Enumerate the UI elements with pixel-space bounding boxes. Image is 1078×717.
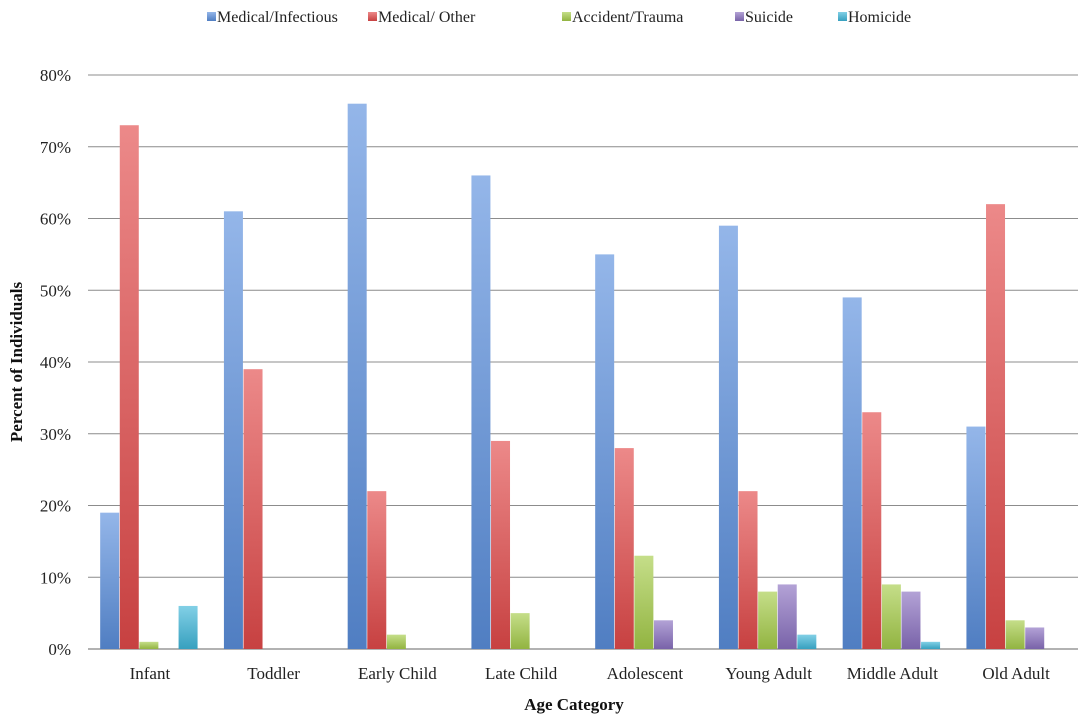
y-tick-label: 70% <box>40 138 71 157</box>
bar <box>223 211 243 649</box>
bar <box>178 605 198 649</box>
x-tick-label: Toddler <box>247 664 300 683</box>
bar <box>758 591 778 649</box>
y-tick-label: 20% <box>40 497 71 516</box>
bar <box>881 584 901 649</box>
bar <box>718 225 738 650</box>
x-tick-label: Early Child <box>358 664 437 683</box>
legend-label: Suicide <box>745 9 793 26</box>
y-tick-label: 60% <box>40 210 71 229</box>
bar <box>1025 627 1045 649</box>
legend-item: Medical/ Other <box>368 9 476 26</box>
y-tick-label: 30% <box>40 425 71 444</box>
x-tick-label: Old Adult <box>982 664 1050 683</box>
bar <box>595 254 615 649</box>
legend-label: Homicide <box>848 9 911 26</box>
y-axis-title: Percent of Individuals <box>7 281 26 442</box>
bar <box>634 555 654 649</box>
bar <box>243 369 263 649</box>
bar <box>653 620 673 649</box>
bar <box>901 591 921 649</box>
legend-swatch <box>735 12 744 21</box>
y-axis-ticks: 0% 10% 20% 30% 40% 50% 60% 70% 80% <box>40 66 71 659</box>
bar <box>510 613 530 649</box>
y-tick-label: 10% <box>40 568 71 587</box>
legend-label: Medical/ Other <box>378 9 476 26</box>
x-tick-label: Young Adult <box>725 664 812 683</box>
bar <box>347 103 367 649</box>
bar <box>100 512 120 649</box>
bar <box>386 634 406 649</box>
bar <box>491 440 511 649</box>
legend-item: Accident/Trauma <box>562 9 683 26</box>
x-tick-label: Middle Adult <box>847 664 938 683</box>
y-tick-label: 80% <box>40 66 71 85</box>
bar <box>738 491 758 649</box>
x-tick-label: Infant <box>130 664 171 683</box>
bar <box>777 584 797 649</box>
legend-swatch <box>368 12 377 21</box>
legend-swatch <box>207 12 216 21</box>
bar <box>139 641 159 649</box>
bar <box>986 204 1006 649</box>
legend-swatch <box>838 12 847 21</box>
bars <box>100 103 1045 650</box>
legend-label: Medical/Infectious <box>217 9 338 26</box>
bar <box>367 491 387 649</box>
x-axis-title: Age Category <box>524 695 624 714</box>
y-tick-label: 40% <box>40 353 71 372</box>
legend-swatch <box>562 12 571 21</box>
x-tick-label: Late Child <box>485 664 558 683</box>
bar <box>471 175 491 649</box>
bar <box>842 297 862 649</box>
legend-item: Medical/Infectious <box>207 9 338 26</box>
legend-label: Accident/Trauma <box>572 9 683 26</box>
legend-item: Homicide <box>838 9 911 26</box>
x-axis-ticks: Infant Toddler Early Child Late Child Adoles… <box>130 664 1051 683</box>
bar <box>1005 620 1025 649</box>
bar <box>614 448 634 649</box>
bar <box>119 125 139 650</box>
x-tick-label: Adolescent <box>607 664 684 683</box>
bar <box>921 641 941 649</box>
bar <box>797 634 817 649</box>
bar <box>862 412 882 649</box>
legend-item: Suicide <box>735 9 793 26</box>
y-tick-label: 0% <box>48 640 71 659</box>
bar <box>966 426 986 649</box>
legend: Medical/Infectious Medical/ Other Accident… <box>207 9 911 26</box>
y-tick-label: 50% <box>40 281 71 300</box>
